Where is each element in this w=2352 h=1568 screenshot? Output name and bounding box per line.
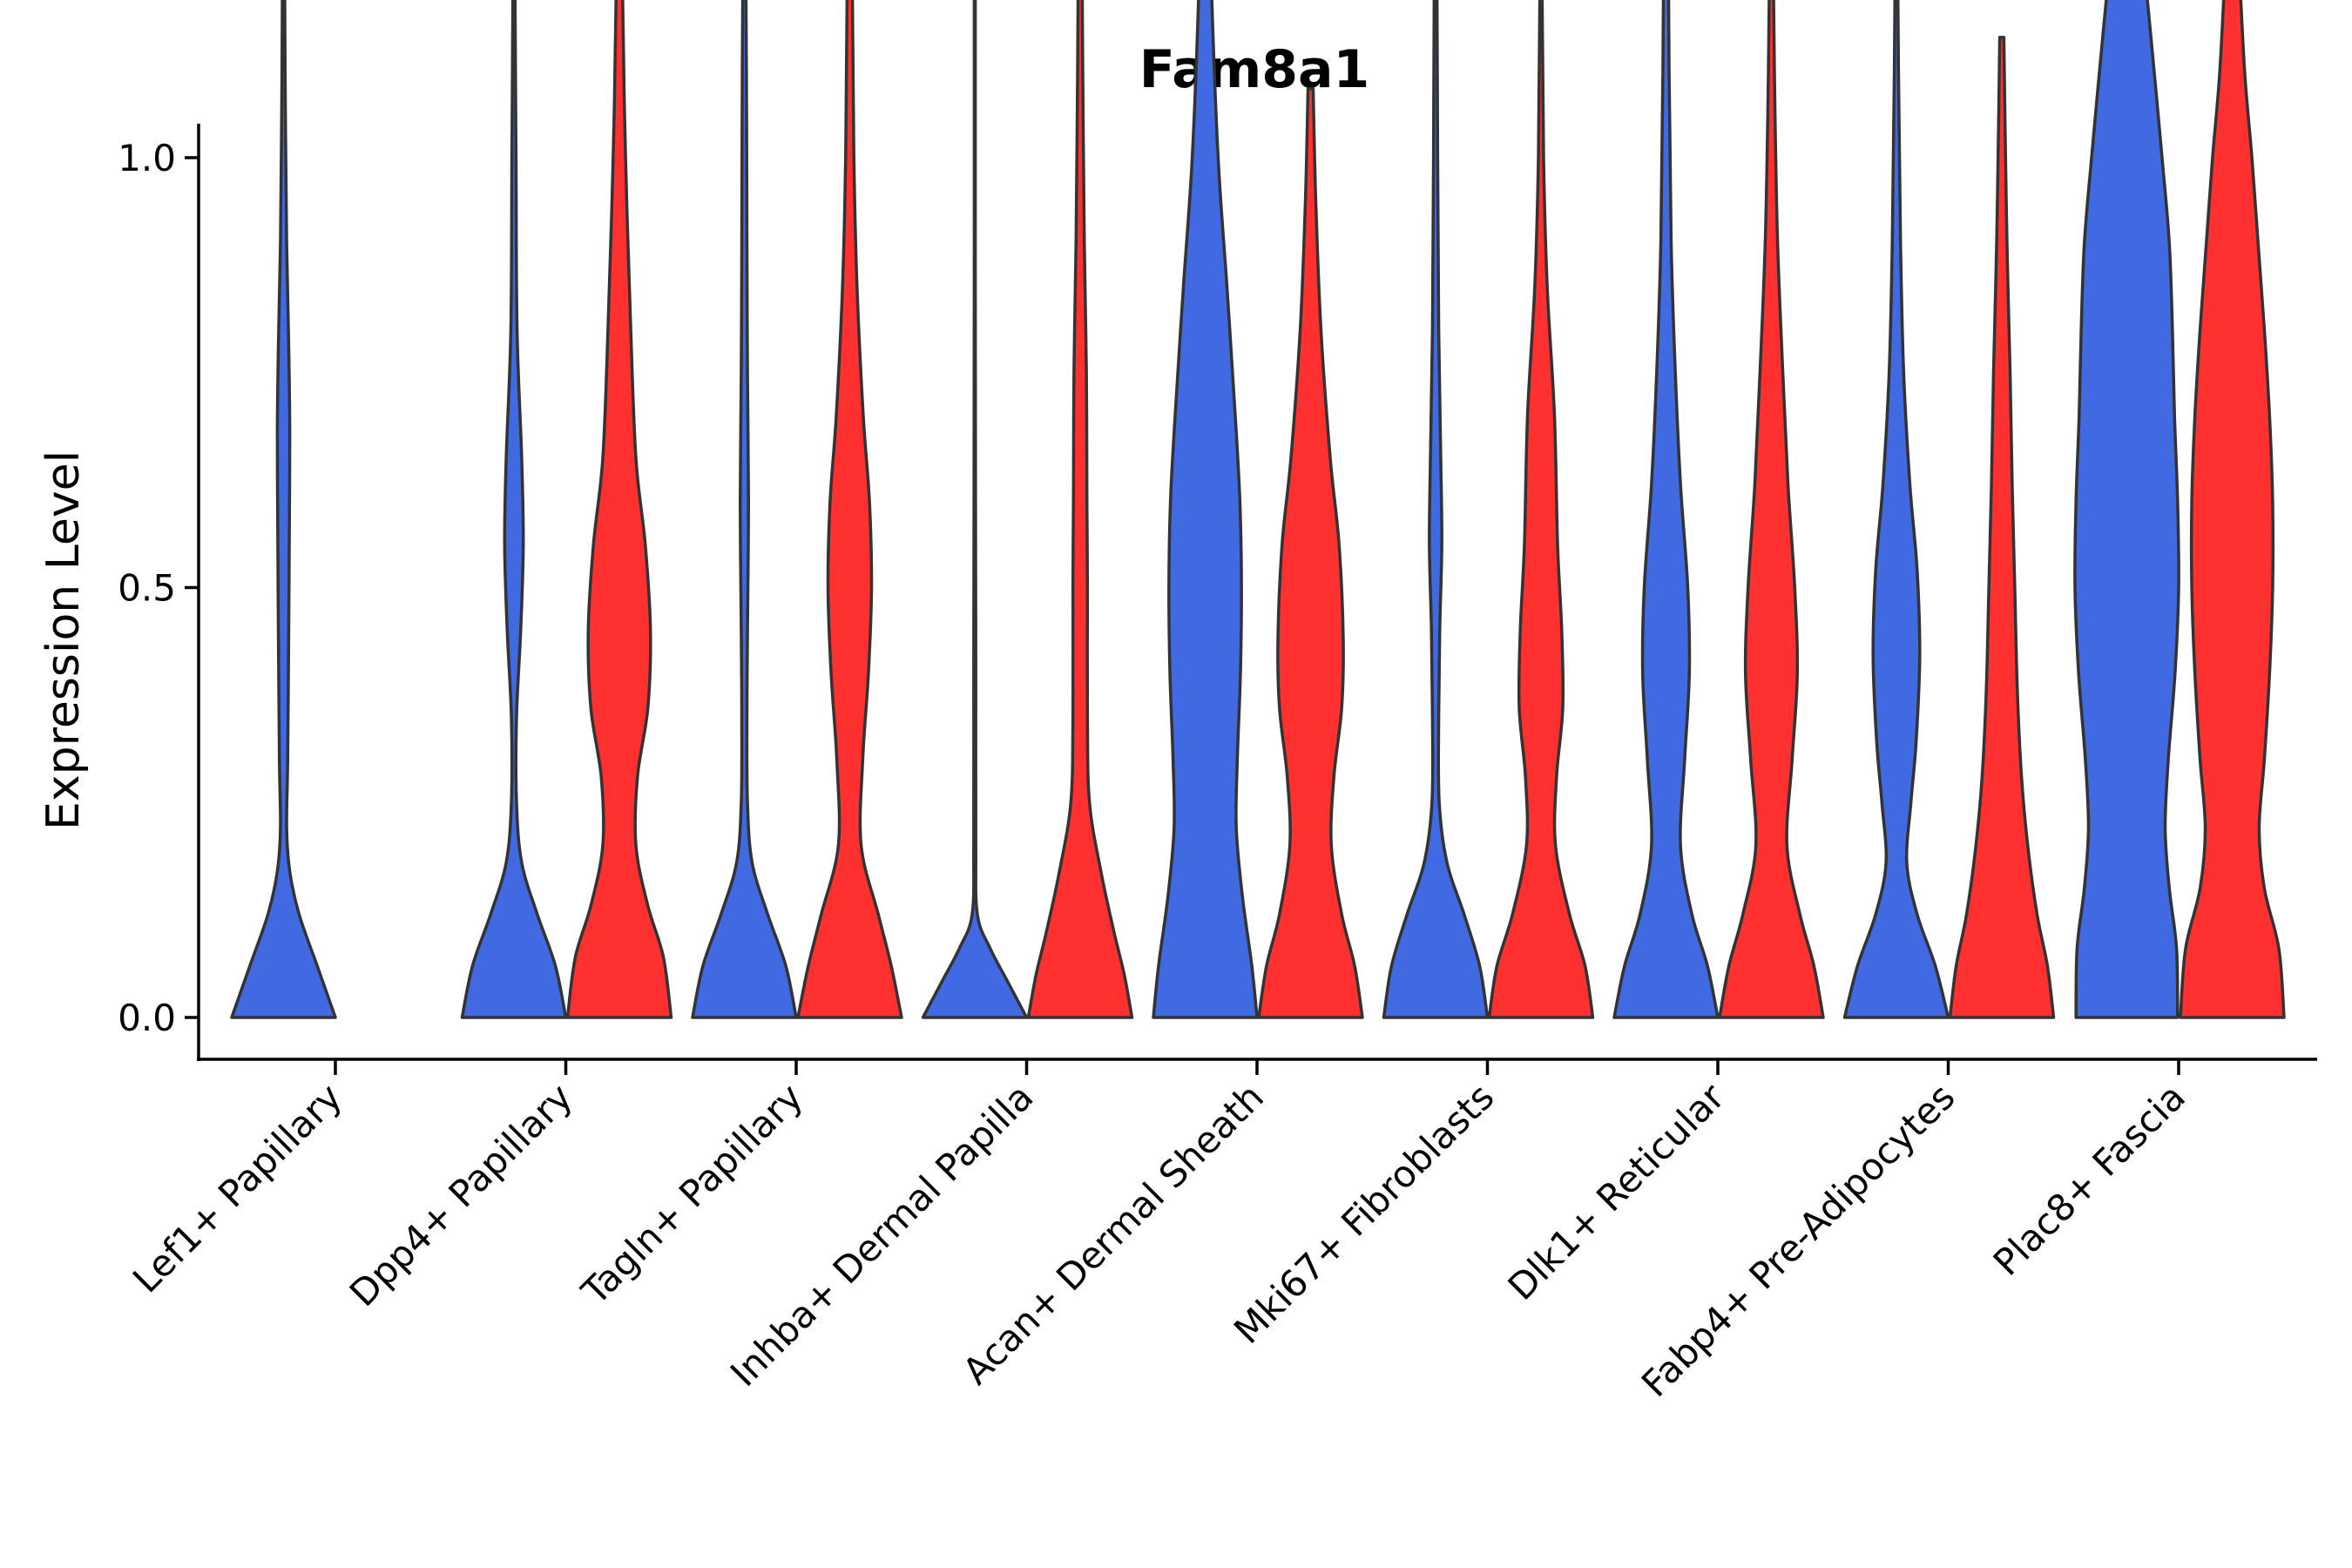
- violin-group2: [2179, 0, 2286, 1019]
- x-tick-label: Mki67+ Fibroblasts: [1226, 1075, 1502, 1351]
- violin-group2: [1718, 0, 1825, 1019]
- y-tick-label: 0.5: [118, 567, 176, 610]
- violin-layer: [230, 0, 2286, 1019]
- violin-group1: [2073, 0, 2180, 1019]
- violin-group2: [565, 0, 673, 1019]
- x-tick-label: Tagln+ Papillary: [573, 1075, 811, 1313]
- x-tick-label: Dpp4+ Papillary: [341, 1075, 581, 1315]
- violin-group1: [1382, 0, 1490, 1019]
- violin-group2: [1487, 0, 1595, 1019]
- y-tick-label: 1.0: [118, 137, 176, 179]
- y-axis-label: Expression Level: [37, 450, 90, 830]
- violin-group1: [460, 0, 568, 1019]
- violin-group2: [1026, 0, 1134, 1019]
- x-tick-label: Lef1+ Papillary: [125, 1075, 350, 1301]
- violin-group2: [1948, 36, 2056, 1019]
- violin-group1: [1842, 0, 1950, 1019]
- violin-group1: [691, 0, 798, 1019]
- chart-title: Fam8a1: [1139, 39, 1369, 100]
- violin-group1: [1612, 0, 1720, 1019]
- x-tick-label: Dlk1+ Reticular: [1500, 1075, 1734, 1308]
- violin-group2: [796, 0, 903, 1019]
- violin-group1: [1152, 0, 1259, 1019]
- violin-group1: [921, 0, 1029, 1019]
- violin-group1: [230, 0, 337, 1019]
- y-tick-label: 0.0: [118, 997, 176, 1039]
- violin-group2: [1257, 87, 1364, 1019]
- y-ticks: 0.00.51.01.52.0: [118, 137, 199, 1039]
- x-tick-label: Plac8+ Fascia: [1985, 1075, 2193, 1283]
